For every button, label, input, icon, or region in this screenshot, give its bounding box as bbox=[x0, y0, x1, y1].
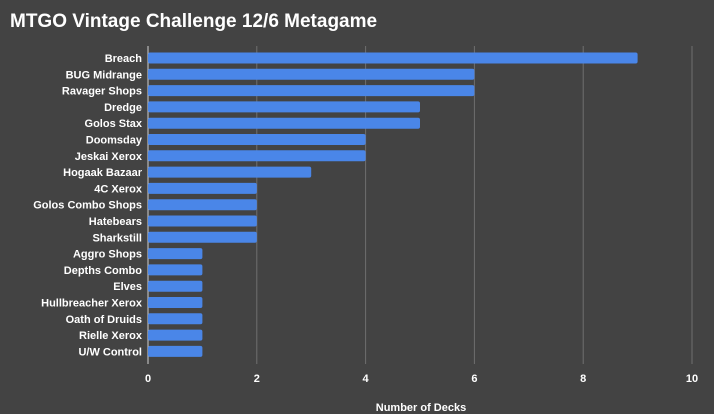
category-label: Aggro Shops bbox=[73, 249, 142, 261]
bar bbox=[148, 134, 366, 145]
bar bbox=[148, 329, 203, 341]
category-label: Golos Stax bbox=[85, 118, 143, 130]
category-label: Hatebears bbox=[89, 216, 142, 228]
category-label: Sharkstill bbox=[92, 232, 142, 244]
bar-layer bbox=[148, 52, 638, 357]
category-label: Ravager Shops bbox=[62, 86, 142, 98]
bar bbox=[148, 150, 366, 162]
bar bbox=[148, 297, 203, 308]
x-tick-label: 10 bbox=[686, 373, 698, 385]
bar bbox=[148, 166, 312, 178]
chart-title: MTGO Vintage Challenge 12/6 Metagame bbox=[10, 11, 377, 32]
bar bbox=[148, 199, 257, 211]
category-label: U/W Control bbox=[78, 346, 142, 358]
bar bbox=[148, 313, 203, 325]
bar bbox=[148, 101, 420, 113]
x-tick-label: 8 bbox=[580, 373, 586, 385]
bar bbox=[148, 280, 203, 292]
category-label: Hogaak Bazaar bbox=[63, 167, 143, 179]
x-axis-title: Number of Decks bbox=[376, 402, 466, 414]
category-label: Breach bbox=[105, 53, 143, 65]
category-label: Golos Combo Shops bbox=[33, 200, 142, 212]
bar bbox=[148, 345, 203, 357]
bar bbox=[148, 117, 420, 129]
bar bbox=[148, 264, 203, 276]
category-label: Dredge bbox=[104, 102, 142, 114]
category-label: Jeskai Xerox bbox=[75, 151, 143, 163]
x-tick-label: 6 bbox=[471, 373, 477, 385]
x-tick-labels: 0 2 4 6 8 10 bbox=[145, 373, 698, 385]
category-label: Hullbreacher Xerox bbox=[41, 298, 143, 310]
x-tick-label: 4 bbox=[363, 373, 370, 385]
category-label: BUG Midrange bbox=[66, 69, 142, 81]
category-label: 4C Xerox bbox=[94, 183, 143, 195]
bar bbox=[148, 52, 638, 64]
bar bbox=[148, 231, 257, 243]
category-label: Doomsday bbox=[86, 135, 143, 147]
category-label: Oath of Druids bbox=[66, 314, 142, 326]
bar bbox=[148, 68, 475, 80]
x-tick-label: 0 bbox=[145, 373, 151, 385]
category-label: Depths Combo bbox=[64, 265, 143, 277]
bar bbox=[148, 215, 257, 227]
category-label: Elves bbox=[113, 281, 142, 293]
bar bbox=[148, 182, 257, 194]
bar bbox=[148, 248, 203, 260]
bar bbox=[148, 85, 475, 97]
category-labels: Breach BUG Midrange Ravager Shops Dredge Gol… bbox=[33, 53, 143, 358]
category-label: Rielle Xerox bbox=[79, 330, 143, 342]
x-tick-label: 2 bbox=[254, 373, 260, 385]
